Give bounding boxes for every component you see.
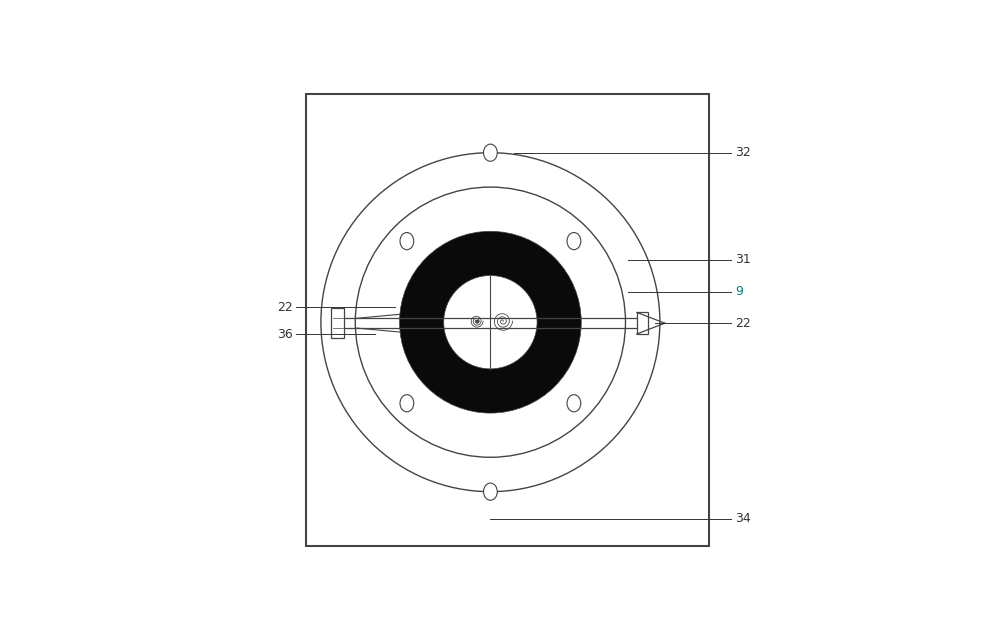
Ellipse shape: [484, 483, 497, 500]
Circle shape: [444, 276, 537, 369]
Text: 31: 31: [735, 253, 751, 266]
Circle shape: [400, 232, 581, 413]
Text: 9: 9: [735, 285, 743, 298]
Ellipse shape: [484, 144, 497, 161]
Circle shape: [321, 152, 660, 492]
Circle shape: [355, 187, 625, 457]
Bar: [637, 313, 648, 334]
Ellipse shape: [400, 395, 414, 412]
Ellipse shape: [400, 232, 414, 249]
Ellipse shape: [567, 395, 581, 412]
Bar: [331, 308, 344, 338]
Text: 22: 22: [735, 316, 751, 330]
Text: 34: 34: [735, 512, 751, 525]
Text: 36: 36: [277, 328, 292, 341]
Bar: [306, 94, 709, 545]
Ellipse shape: [567, 232, 581, 249]
Text: 22: 22: [277, 301, 292, 314]
Text: 32: 32: [735, 146, 751, 160]
